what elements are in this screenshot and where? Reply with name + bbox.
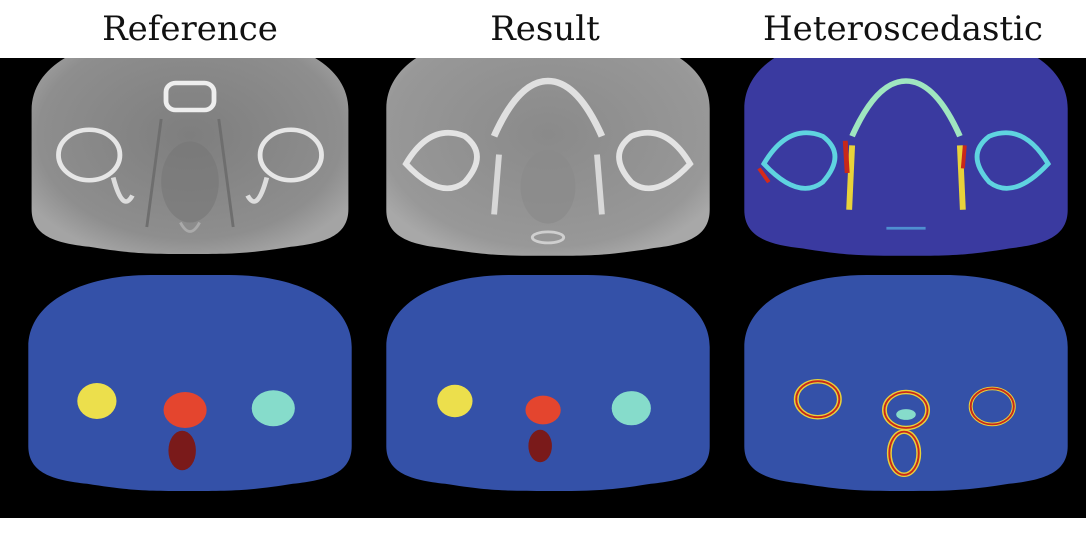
label-yellow — [77, 383, 117, 419]
column-title-result: Result — [490, 9, 600, 49]
heteroscedastic-segmentation-uncertainty-panel — [744, 275, 1068, 491]
label-darkred — [168, 430, 196, 471]
result-segmentation-panel — [386, 275, 710, 491]
column-title-reference: Reference — [102, 9, 278, 49]
reference-segmentation-panel — [28, 275, 352, 491]
label-cyan — [251, 390, 295, 427]
image-grid — [28, 58, 1068, 491]
reference-ct-panel — [31, 58, 349, 254]
heteroscedastic-ct-uncertainty-panel — [744, 58, 1068, 256]
label-red — [163, 392, 207, 428]
label-darkred — [528, 429, 552, 463]
result-ct-panel — [386, 58, 710, 256]
column-title-heteroscedastic: Heteroscedastic — [763, 9, 1043, 49]
label-yellow — [437, 384, 473, 418]
label-red — [525, 395, 561, 425]
label-cyan — [611, 391, 651, 426]
